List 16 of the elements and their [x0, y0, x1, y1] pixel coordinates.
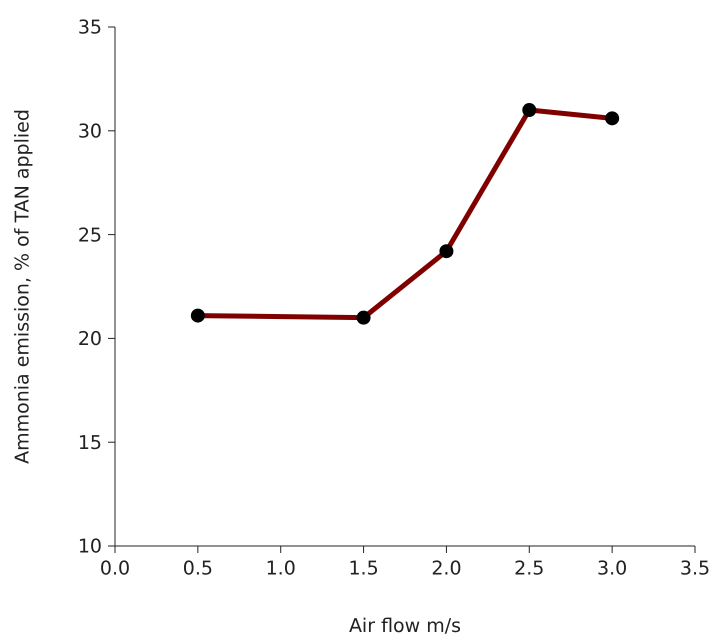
x-tick-label: 1.0: [266, 557, 296, 580]
y-axis-title: Ammonia emission, % of TAN applied: [12, 109, 34, 464]
y-tick-label: 20: [78, 328, 102, 350]
y-tick-label: 30: [78, 120, 102, 143]
x-axis-title: Air flow m/s: [348, 615, 462, 637]
y-tick-label: 15: [78, 432, 102, 454]
x-tick-label: 2.0: [431, 557, 462, 580]
y-tick-label: 25: [78, 224, 102, 246]
x-tick-label: 1.5: [348, 557, 379, 580]
y-tick-label: 10: [78, 536, 102, 558]
x-tick-label: 3.5: [680, 557, 710, 580]
x-tick-label: 0.0: [100, 557, 130, 580]
x-tick-label: 3.0: [597, 557, 628, 580]
y-tick-label: 35: [78, 16, 102, 39]
x-tick-label: 2.5: [514, 557, 544, 580]
x-tick-label: 0.5: [182, 557, 213, 580]
